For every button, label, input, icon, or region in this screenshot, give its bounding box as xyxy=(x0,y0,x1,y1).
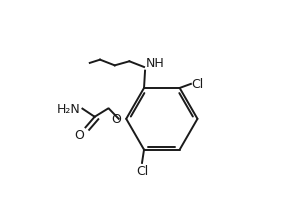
Text: Cl: Cl xyxy=(136,164,148,177)
Text: O: O xyxy=(74,129,84,142)
Text: NH: NH xyxy=(146,57,165,70)
Text: O: O xyxy=(111,113,121,126)
Text: Cl: Cl xyxy=(192,77,204,90)
Text: H₂N: H₂N xyxy=(57,102,80,115)
